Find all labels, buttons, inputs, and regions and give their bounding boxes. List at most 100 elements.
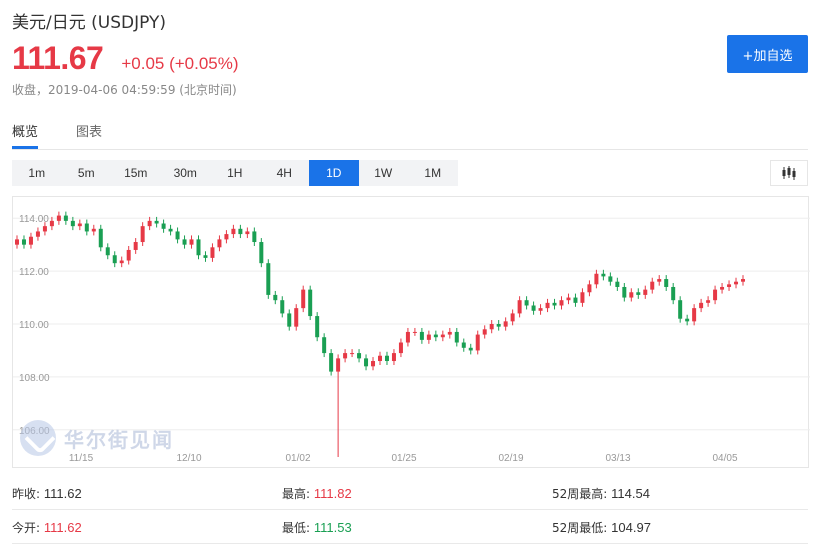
period-1mo[interactable]: 1M [424,166,442,180]
candle-body [447,331,452,335]
candle-body [741,279,745,282]
period-1h[interactable]: 1H [227,166,243,180]
candle-body [119,260,124,264]
candle-body [734,281,739,285]
candle-body [552,302,557,306]
candle-body [468,347,473,351]
candle-body [524,300,529,306]
candle-body [538,308,543,311]
candle-body [720,286,725,290]
candle-body [154,220,159,224]
candle-body [419,331,424,340]
candle-body [573,297,578,303]
period-4h[interactable]: 4H [276,166,292,180]
stats-table: 昨收: 111.62 最高: 111.82 52周最高: 114.54 今开: … [12,476,808,544]
candle-body [496,324,501,327]
candle-body [301,289,306,309]
x-tick-label: 02/19 [498,453,523,464]
candle-body [196,239,201,256]
period-15m[interactable]: 15m [124,166,148,180]
period-30m[interactable]: 30m [173,166,197,180]
candle-body [671,286,676,301]
candle-body [15,239,19,245]
tab-chart[interactable]: 图表 [76,125,103,140]
candle-body [259,242,264,264]
candle-body [503,321,508,327]
candle-body [231,228,236,235]
candle-body [308,289,313,317]
candle-body [189,239,194,245]
candle-body [336,358,341,372]
price-change: +0.05 (+0.05%) [121,54,239,73]
candle-body [49,220,54,227]
price-row: 111.67 +0.05 (+0.05%) [12,40,239,77]
candle-body [489,324,494,330]
candle-body [475,334,480,351]
candle-body [70,220,75,227]
candle-body [629,292,634,298]
last-price: 111.67 [12,40,104,76]
candle-body [510,313,515,322]
candle-body [91,228,96,232]
candle-body [182,239,187,245]
candle-body [273,294,278,301]
candle-body [280,300,285,314]
candle-body [622,286,627,298]
x-tick-label: 01/25 [391,453,416,464]
stats-row: 昨收: 111.62 最高: 111.82 52周最高: 114.54 [12,476,808,510]
candle-body [210,247,215,258]
tab-overview[interactable]: 概览 [12,121,39,149]
candle-body [601,273,606,277]
x-tick-label: 12/10 [176,453,201,464]
add-to-watchlist-button[interactable]: +加自选 [727,35,808,73]
candle-body [84,223,89,232]
period-5m[interactable]: 5m [77,166,95,180]
candle-body [650,281,655,290]
candle-body [364,358,369,367]
close-timestamp: 收盘，2019-04-06 04:59:59 (北京时间) [12,83,237,97]
period-1w[interactable]: 1W [374,166,393,180]
candle-body [664,279,669,287]
x-tick-label: 01/02 [285,453,310,464]
y-tick-label: 108.00 [19,373,50,384]
candle-body [357,353,362,359]
watermark-text: 华尔街见闻 [64,427,174,452]
period-1d[interactable]: 1D [309,160,359,186]
candle-body [657,279,662,282]
period-selector: 1m 5m 15m 30m 1H 4H 1D 1W 1M [12,160,458,186]
stat-low: 最低: 111.53 [282,520,352,535]
candle-body [224,234,229,240]
candle-body [343,353,348,359]
stats-row: 今开: 111.62 最低: 111.53 52周最低: 104.97 [12,510,808,544]
stat-52w-low: 52周最低: 104.97 [552,520,651,535]
candle-body [371,361,376,367]
stat-open: 今开: 111.62 [12,520,82,535]
tab-bar: 概览 图表 [12,114,808,150]
candle-body [608,276,613,282]
chart-type-button[interactable] [770,160,808,186]
candle-body [35,231,40,237]
candle-body [685,318,690,322]
candle-body [133,242,138,250]
candlestick-chart[interactable]: 114.00112.00110.00108.00106.0011/1512/10… [13,197,810,469]
candle-body [56,215,61,221]
candle-body [98,228,103,248]
candle-body [77,223,82,227]
period-1m[interactable]: 1m [28,166,46,180]
candle-body [566,297,571,301]
x-tick-label: 03/13 [605,453,630,464]
candle-body [175,231,180,240]
price-chart[interactable]: 114.00112.00110.00108.00106.0011/1512/10… [12,196,810,469]
candle-body [161,223,166,229]
candle-body [378,355,382,362]
candle-body [315,316,320,338]
y-tick-label: 112.00 [19,267,49,278]
candle-body [517,300,522,314]
candle-body [140,226,145,243]
candle-body [203,255,208,258]
candle-body [42,226,47,232]
instrument-title: 美元/日元 (USDJPY) [12,13,166,33]
candle-body [643,289,648,295]
candle-body [636,292,641,295]
candle-body [398,342,403,354]
